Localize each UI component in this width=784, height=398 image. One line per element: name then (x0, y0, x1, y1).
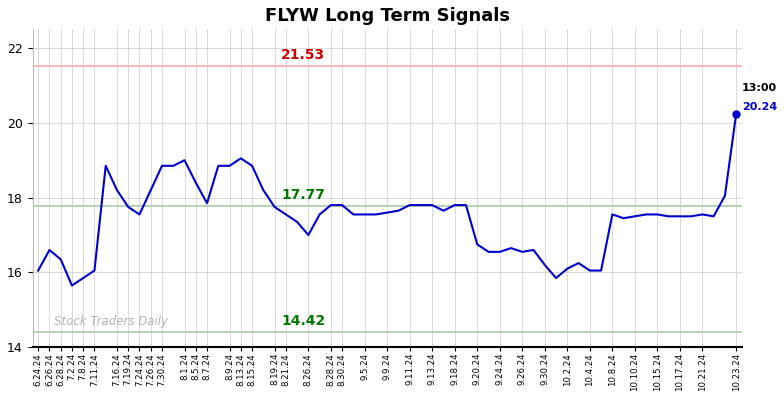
Text: Stock Traders Daily: Stock Traders Daily (54, 315, 168, 328)
Text: 13:00: 13:00 (742, 83, 777, 93)
Text: 20.24: 20.24 (742, 102, 777, 112)
Title: FLYW Long Term Signals: FLYW Long Term Signals (265, 7, 510, 25)
Text: 14.42: 14.42 (281, 314, 325, 328)
Text: 21.53: 21.53 (281, 48, 325, 62)
Text: 17.77: 17.77 (281, 189, 325, 203)
